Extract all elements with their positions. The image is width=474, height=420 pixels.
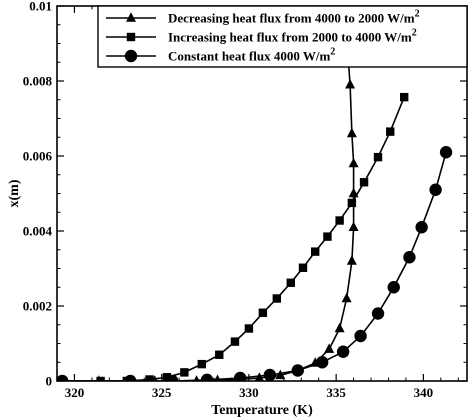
- legend-entry-1: Decreasing heat flux from 4000 to 2000 W…: [106, 9, 420, 26]
- y-axis-title: x(m): [7, 179, 22, 207]
- x-axis-title: Temperature (K): [211, 403, 313, 418]
- series-2-point-19: [373, 152, 383, 162]
- series-1-point-15: [346, 255, 357, 265]
- legend-label-sup: 2: [415, 9, 420, 20]
- legend-marker: [126, 12, 136, 22]
- y-tick-label-1: 0.002: [23, 299, 52, 314]
- series-1-point-9: [275, 369, 286, 380]
- legend-label: Constant heat flux 4000 W/m2: [168, 47, 335, 64]
- series-3-point-2: [165, 374, 179, 381]
- series-1-point-12: [324, 343, 335, 353]
- legend-box: [97, 5, 468, 68]
- x-tick-label-330: 330: [239, 385, 259, 400]
- legend-label: Increasing heat flux from 2000 to 4000 W…: [168, 28, 417, 45]
- series-2: [58, 92, 409, 381]
- series-2-point-4: [162, 373, 172, 381]
- series-3-point-6: [291, 364, 304, 377]
- series-1-point-16: [348, 221, 359, 231]
- x-tick-label-320: 320: [65, 385, 85, 400]
- series-2-point-21: [399, 92, 409, 102]
- series-2-point-14: [311, 247, 320, 256]
- series-3-point-9: [354, 329, 367, 343]
- series-2-point-15: [323, 232, 332, 241]
- series-3-line: [62, 152, 447, 381]
- legend-label: Decreasing heat flux from 4000 to 2000 W…: [168, 9, 420, 26]
- series-3-point-4: [233, 371, 247, 381]
- series-3-point-13: [415, 221, 428, 234]
- series-2-point-6: [197, 359, 207, 369]
- series-1-point-19: [346, 127, 357, 138]
- series-3: [57, 146, 453, 381]
- series-2-point-5: [180, 368, 189, 377]
- series-3-point-8: [336, 345, 350, 358]
- series-3-point-5: [263, 368, 277, 381]
- legend-label-text: Constant heat flux 4000 W/m: [168, 49, 330, 64]
- series-3-point-14: [429, 183, 442, 196]
- series-2-point-16: [335, 216, 344, 225]
- series-2-line: [62, 96, 405, 381]
- series-3-point-11: [387, 281, 400, 294]
- legend-label-sup: 2: [330, 47, 335, 58]
- y-tick-label-5: 0.01: [29, 0, 52, 14]
- legend-entry-3: Constant heat flux 4000 W/m2: [106, 47, 335, 64]
- series-2-point-9: [244, 324, 254, 333]
- series-3-point-7: [315, 356, 329, 369]
- series-3-point-15: [439, 146, 453, 159]
- legend-label-text: Decreasing heat flux from 4000 to 2000 W…: [168, 11, 415, 26]
- series-2-point-7: [215, 350, 224, 359]
- y-tick-label-3: 0.006: [23, 149, 53, 164]
- legend-marker: [124, 49, 138, 63]
- series-1-point-17: [348, 187, 359, 198]
- series-2-point-18: [359, 178, 369, 187]
- series-2-point-17: [347, 198, 357, 208]
- legend: Decreasing heat flux from 4000 to 2000 W…: [97, 5, 468, 68]
- series-2-point-12: [286, 278, 295, 287]
- series-2-point-11: [272, 294, 282, 303]
- legend-entry-2: Increasing heat flux from 2000 to 4000 W…: [106, 28, 417, 45]
- series-2-point-3: [145, 375, 154, 381]
- series-1: [59, 30, 359, 381]
- y-tick-label-4: 0.008: [23, 74, 53, 89]
- x-tick-label-325: 325: [152, 385, 172, 400]
- series-1-point-18: [348, 157, 359, 168]
- series-3-point-0: [57, 374, 69, 381]
- series-2-point-10: [258, 308, 268, 317]
- series-1-point-20: [345, 79, 356, 89]
- series-3-point-3: [200, 373, 214, 381]
- series-1-point-13: [334, 322, 345, 333]
- y-tick-label-0: 0: [46, 374, 53, 389]
- y-tick-label-2: 0.004: [23, 224, 53, 239]
- legend-marker: [126, 32, 136, 42]
- x-tick-label-335: 335: [326, 385, 346, 400]
- axes-layer: 320 325 330 335 340 0 0.002 0.004 0.006 0.008 0.01: [23, 0, 468, 400]
- series-1-point-14: [341, 292, 352, 303]
- x-tick-label-340: 340: [414, 385, 434, 400]
- series-2-point-20: [386, 127, 395, 136]
- series-2-point-8: [230, 337, 240, 346]
- series-2-point-13: [298, 263, 308, 272]
- series-3-point-10: [371, 307, 385, 320]
- series-1-line: [62, 35, 355, 381]
- legend-label-sup: 2: [412, 28, 417, 39]
- series-2-point-1: [96, 376, 105, 381]
- series-3-point-12: [403, 251, 416, 264]
- series-layer: [57, 30, 453, 381]
- legend-label-text: Increasing heat flux from 2000 to 4000 W…: [168, 30, 412, 45]
